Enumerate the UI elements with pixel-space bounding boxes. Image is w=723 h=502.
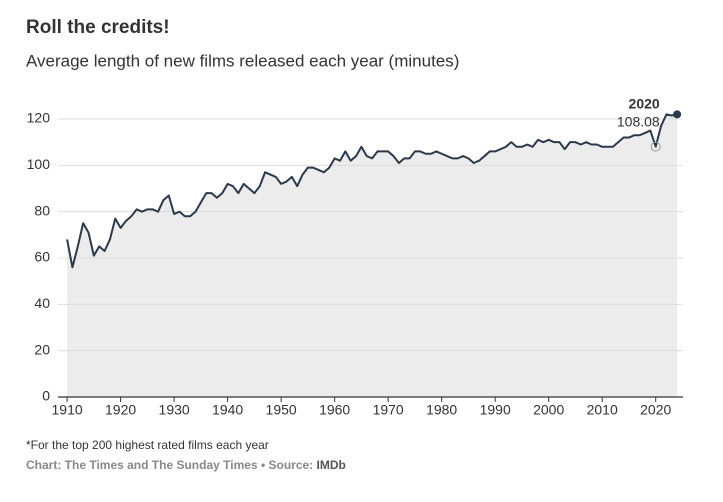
x-tick-label: 1950	[266, 402, 297, 418]
x-tick-label: 1980	[426, 402, 457, 418]
line	[66, 113, 678, 269]
x-tick-label: 2010	[587, 402, 618, 418]
credit: Chart: The Times and The Sunday Times • …	[26, 458, 346, 472]
y-tick-label: 0	[42, 388, 50, 404]
chart-subtitle: Average length of new films released eac…	[26, 51, 459, 70]
y-tick-label: 40	[34, 295, 50, 311]
chart-title: Roll the credits!	[26, 17, 170, 38]
x-tick-label: 1910	[52, 402, 83, 418]
end-point	[673, 110, 682, 119]
y-tick-label: 60	[34, 249, 50, 265]
y-tick-label: 20	[34, 341, 50, 357]
x-tick-label: 1990	[480, 402, 511, 418]
x-tick-label: 2000	[533, 402, 564, 418]
x-tick-label: 1940	[212, 402, 243, 418]
source: IMDb	[317, 458, 346, 472]
x-tick-label: 2020	[640, 402, 671, 418]
y-tick-label: 80	[34, 202, 50, 218]
x-tick-label: 1960	[319, 402, 350, 418]
area	[67, 114, 678, 397]
x-tick-label: 1920	[105, 402, 136, 418]
y-tick-label: 100	[27, 156, 51, 172]
y-tick-label: 120	[27, 110, 51, 126]
credit-text: Chart: The Times and The Sunday Times • …	[26, 458, 313, 472]
footnote: *For the top 200 highest rated films eac…	[26, 438, 269, 452]
x-tick-label: 1930	[159, 402, 190, 418]
x-tick-label: 1970	[373, 402, 404, 418]
highlight-point	[650, 141, 661, 152]
annotation-year: 2020	[629, 96, 660, 112]
annotation-value: 108.08	[617, 114, 660, 130]
